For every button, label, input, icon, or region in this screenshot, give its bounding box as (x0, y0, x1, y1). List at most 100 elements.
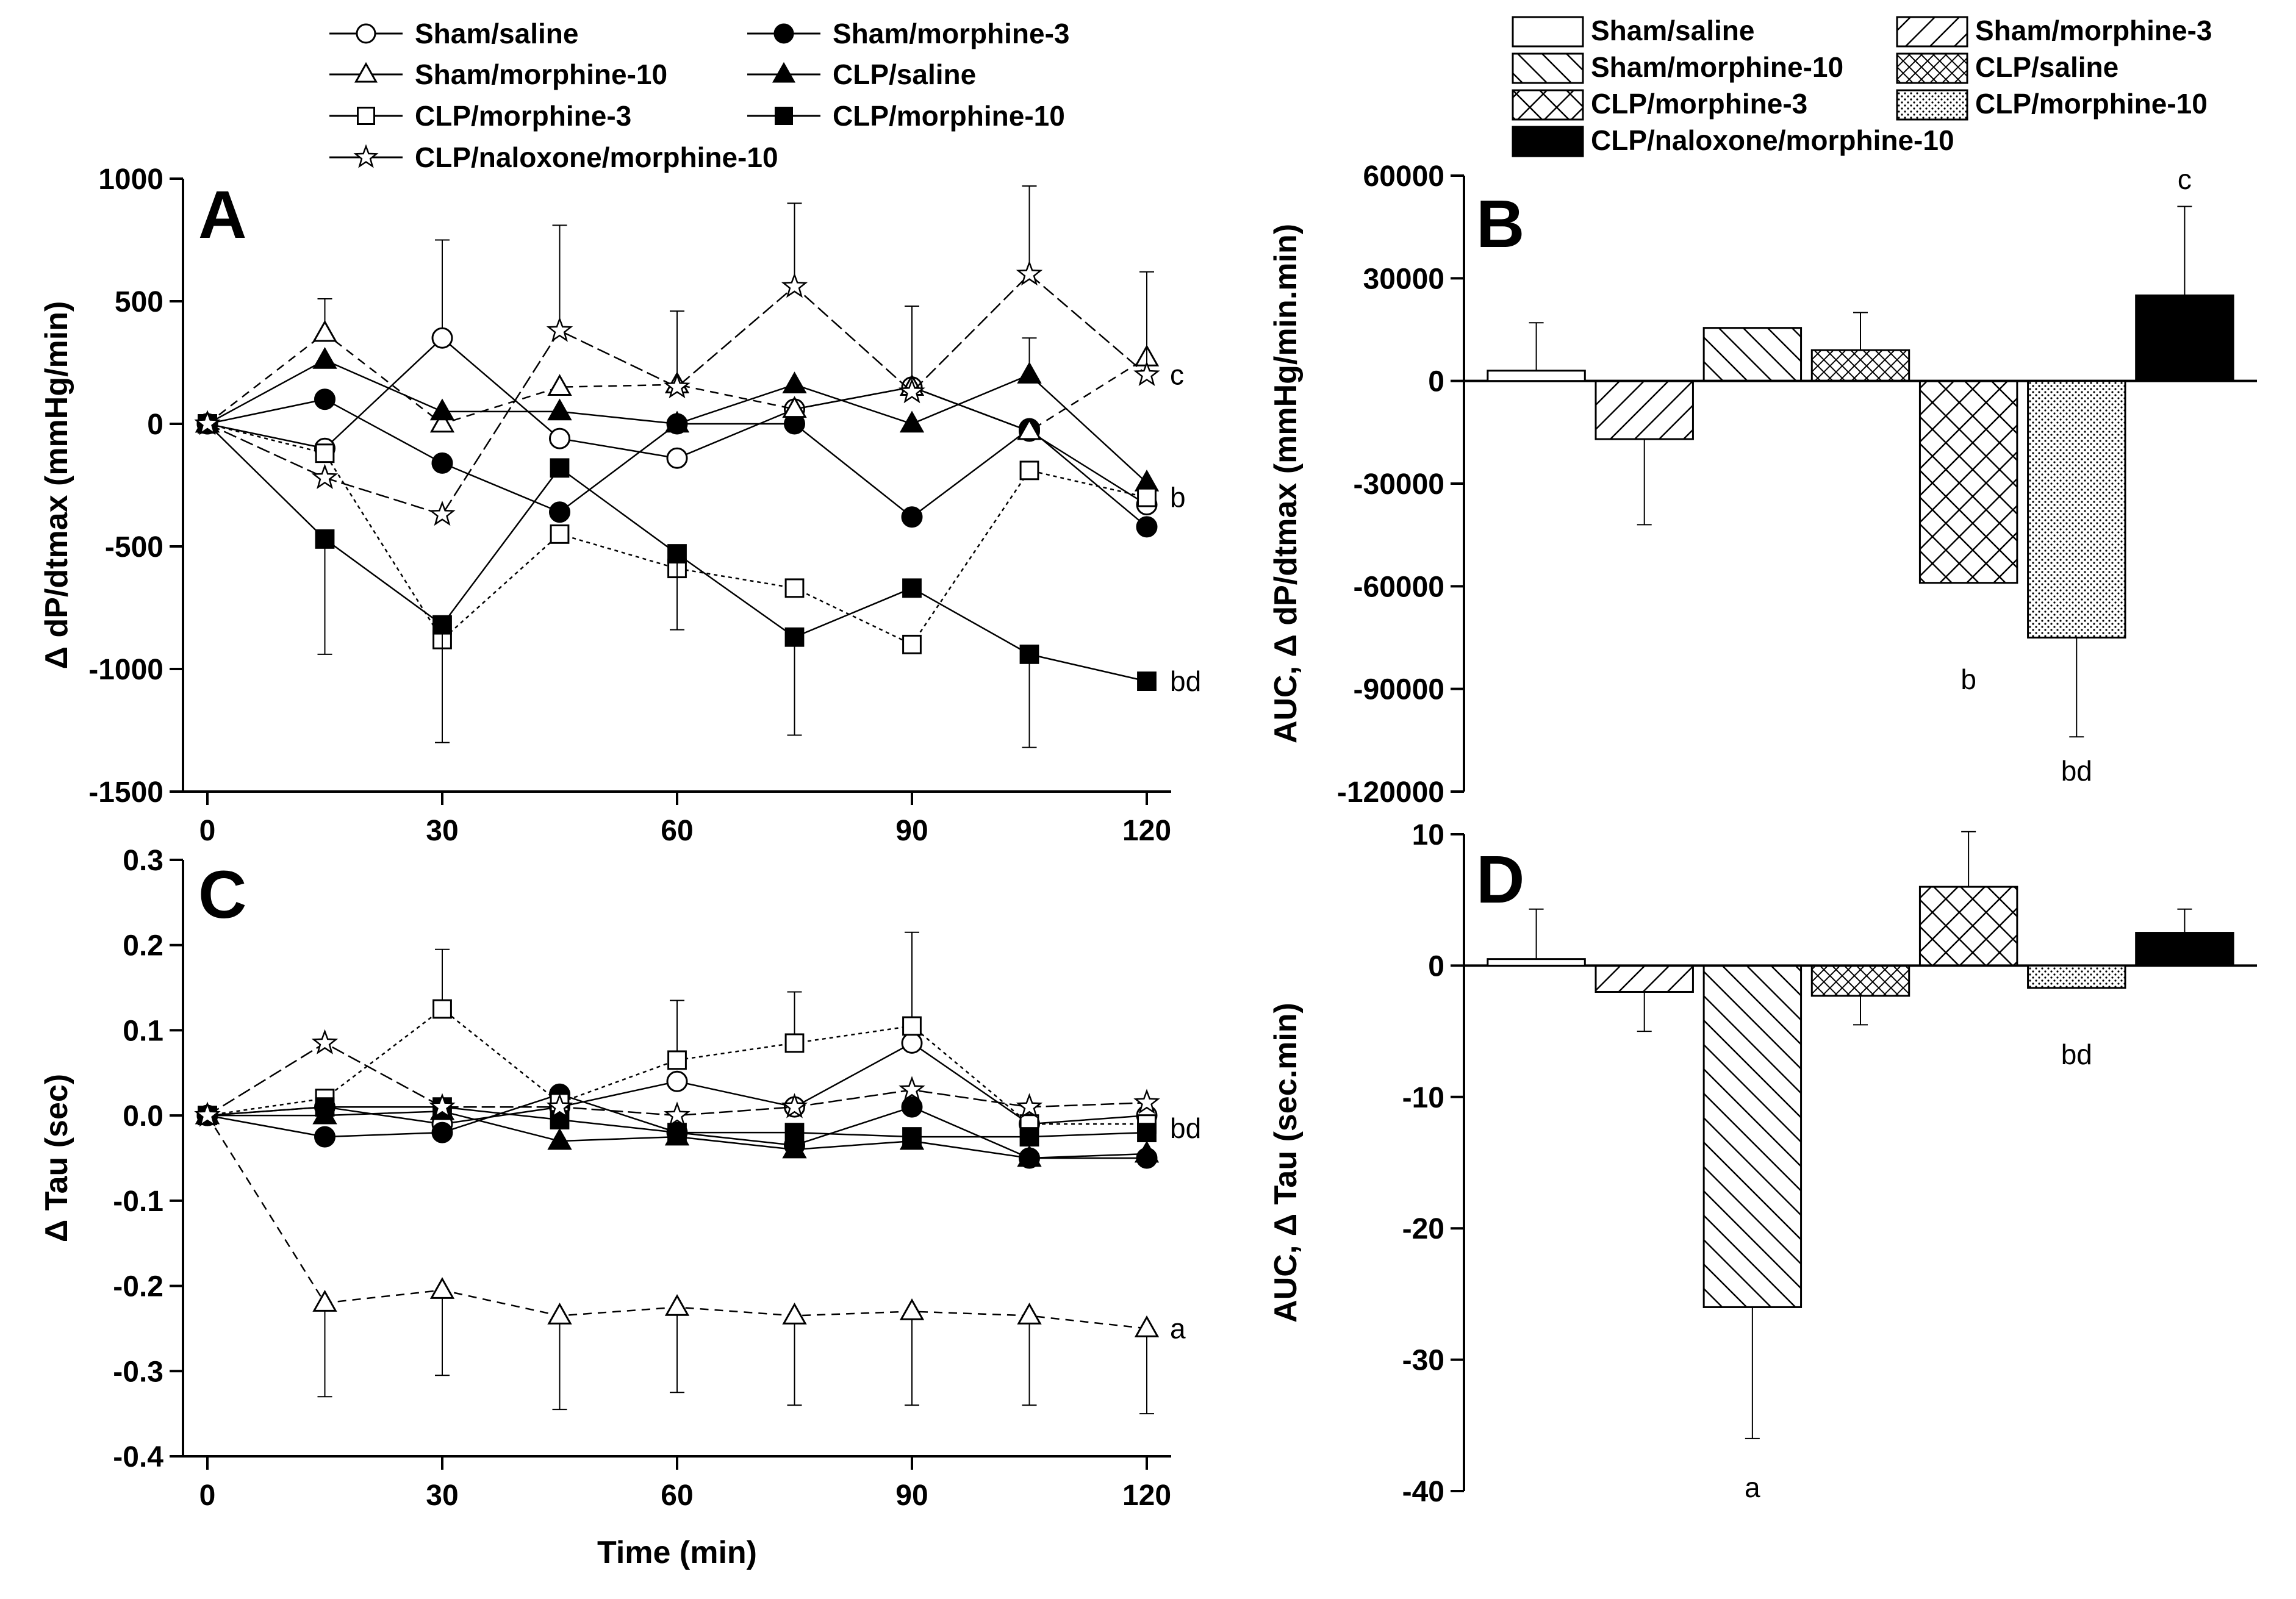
data-point (902, 634, 922, 654)
legend-marker (772, 62, 796, 83)
x-tick-label: 120 (1122, 1479, 1171, 1512)
data-point (546, 1093, 573, 1118)
data-point (314, 1126, 335, 1148)
y-tick-label: -0.2 (113, 1271, 163, 1303)
data-point (311, 1029, 339, 1054)
data-point (1017, 1303, 1042, 1325)
data-point (550, 524, 570, 544)
data-point (784, 578, 805, 598)
data-point (312, 347, 337, 369)
bar-clp-naloxone-morphine-10 (2135, 932, 2234, 967)
data-point (784, 1033, 805, 1053)
y-tick-label: -90000 (1354, 674, 1444, 706)
data-point (315, 1097, 335, 1117)
data-point (899, 377, 925, 404)
y-tick-label: -1000 (88, 654, 163, 686)
y-tick-label: -60000 (1354, 571, 1444, 603)
bar-legend: Sham/saline Sham/morphine-3 Sham/morphine-… (1512, 15, 2212, 157)
bar-sham-saline (1487, 370, 1586, 382)
legend-swatch (1896, 89, 1968, 121)
data-point (1017, 1145, 1042, 1167)
data-point (902, 1127, 922, 1146)
panel-label: A (198, 177, 246, 252)
y-tick-label: 0 (1428, 366, 1444, 398)
series-line (207, 332, 1147, 432)
data-point (194, 410, 221, 435)
annotation-label: bd (2061, 755, 2092, 787)
legend-label: Sham/saline (1591, 15, 1754, 46)
bar-clp-naloxone-morphine-10 (2135, 294, 2234, 382)
x-tick-label: 30 (426, 815, 458, 847)
bar-sham-saline (1487, 958, 1586, 967)
y-tick-label: 0.0 (123, 1100, 163, 1132)
y-axis-title: Δ Tau (sec) (39, 1074, 74, 1242)
bar-clp-saline (1810, 964, 1910, 997)
legend-label: Sham/morphine-3 (833, 18, 1070, 49)
data-point (547, 1303, 572, 1325)
y-tick-label: 0 (1428, 950, 1444, 982)
data-point (429, 1093, 456, 1118)
bar-sham-morphine-3 (1595, 964, 1694, 993)
annotation-label: b (1170, 482, 1186, 513)
data-point (784, 627, 805, 647)
data-point (899, 410, 925, 433)
legend-swatch (1512, 126, 1584, 157)
bar-clp-saline (1810, 349, 1910, 382)
annotation-label: c (1170, 359, 1184, 391)
data-point (1017, 362, 1042, 384)
x-tick-label: 0 (199, 1479, 216, 1512)
bar-sham-morphine-10 (1702, 964, 1803, 1308)
data-point (1137, 671, 1157, 691)
data-point (784, 1123, 805, 1142)
data-point (1016, 1093, 1043, 1118)
x-tick-label: 30 (426, 1479, 458, 1512)
data-point (902, 1016, 922, 1036)
data-point (1134, 1140, 1160, 1163)
data-point (314, 388, 335, 410)
panel-a-chart: -1500 -1000 -500 0 500 1000 0 30 60 90 120 Δ dP/dtm… (39, 163, 1201, 847)
data-point (311, 463, 339, 489)
annotation-label: b (1961, 664, 1976, 695)
data-point (546, 317, 573, 342)
data-point (782, 396, 807, 418)
data-point (667, 1050, 687, 1070)
y-tick-label: -0.4 (113, 1441, 163, 1473)
x-tick-label: 60 (661, 1479, 693, 1512)
y-tick-label: -1500 (88, 776, 163, 809)
data-point (1019, 644, 1039, 664)
line-legend: Sham/saline Sham/morphine-3 Sham/morphine-… (329, 18, 1070, 173)
y-tick-label: -10 (1402, 1082, 1444, 1114)
data-point (194, 1101, 221, 1127)
data-point (312, 320, 337, 342)
data-point (1134, 470, 1160, 492)
x-tick-label: 90 (895, 1479, 928, 1512)
legend-label: CLP/saline (833, 59, 976, 90)
legend-label: CLP/naloxone/morphine-10 (1591, 124, 1954, 156)
legend-swatch (1512, 52, 1584, 84)
data-point (781, 1093, 808, 1118)
data-point (1134, 1315, 1160, 1337)
y-tick-label: 0 (147, 409, 163, 441)
y-tick-label: 500 (115, 286, 163, 318)
data-point (664, 1101, 691, 1127)
data-point (782, 371, 807, 393)
data-point (429, 410, 455, 433)
data-point (1016, 260, 1043, 286)
legend-label: CLP/saline (1975, 51, 2118, 83)
data-point (782, 1136, 807, 1159)
data-point (1019, 1127, 1039, 1146)
annotation-label: a (1745, 1472, 1760, 1503)
annotation-label: c (2178, 163, 2192, 195)
bar-clp-morphine-3 (1918, 380, 2018, 584)
data-point (549, 427, 570, 449)
y-tick-label: -20 (1402, 1213, 1444, 1245)
y-tick-label: -40 (1402, 1476, 1444, 1508)
data-point (1017, 418, 1042, 440)
bar-clp-morphine-3 (1918, 885, 2018, 967)
annotation-label: bd (2061, 1039, 2092, 1070)
panel-d-chart: -40 -30 -20 -10 0 10 AUC, Δ Tau (sec.min) a bd D (1268, 819, 2257, 1508)
legend-swatch (1512, 89, 1584, 121)
data-point (1019, 460, 1039, 481)
y-tick-label: 60000 (1363, 160, 1444, 193)
